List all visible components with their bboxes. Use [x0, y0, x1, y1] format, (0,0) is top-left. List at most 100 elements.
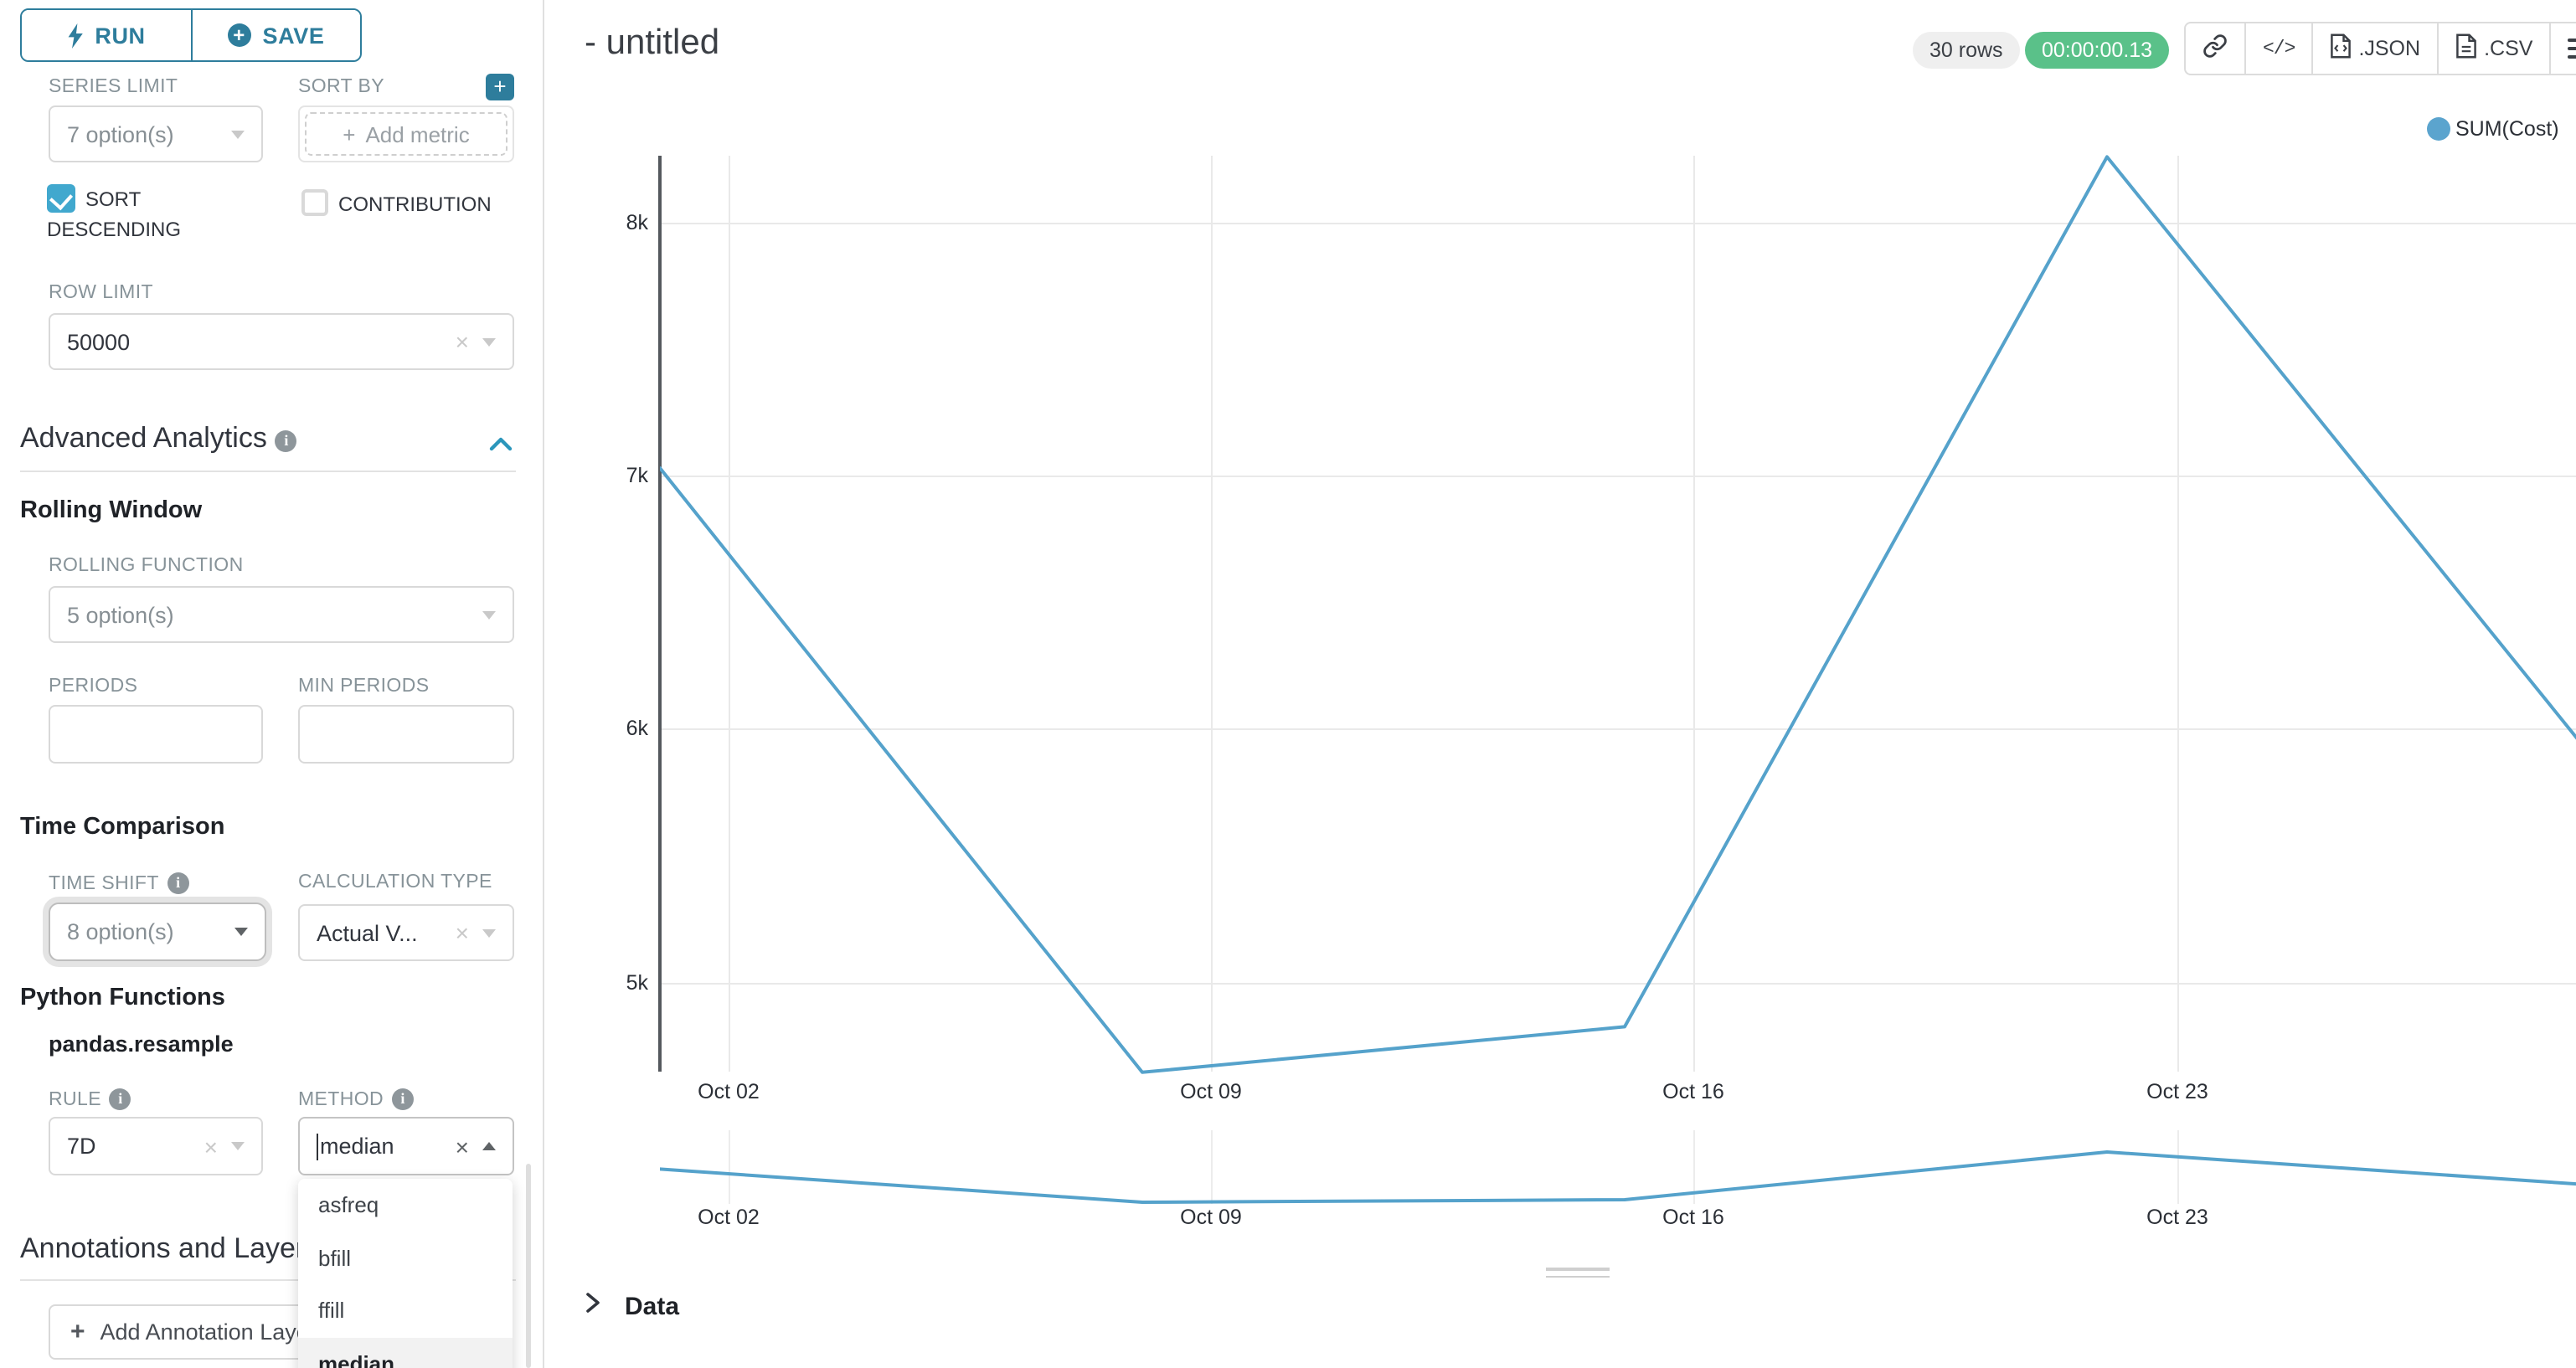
gridline-oct02: [729, 156, 730, 1072]
chevron-down-icon: [231, 1142, 245, 1150]
sidebar-scrollbar[interactable]: [526, 1164, 531, 1368]
x-tick-oct09: Oct 09: [1180, 1080, 1242, 1103]
row-limit-label: ROW LIMIT: [49, 283, 153, 303]
gridline-oct09: [1211, 156, 1213, 1072]
rolling-function-value: 5 option(s): [67, 602, 174, 627]
dropdown-option-ffill[interactable]: ffill: [318, 1298, 345, 1324]
y-tick-5k: 5k: [626, 971, 648, 995]
more-options-button[interactable]: [2549, 23, 2576, 74]
chevron-down-icon: [234, 928, 248, 936]
dropdown-option-asfreq[interactable]: asfreq: [318, 1192, 379, 1218]
rolling-window-heading: Rolling Window: [20, 497, 203, 524]
series-limit-label: SERIES LIMIT: [49, 77, 178, 97]
rolling-function-select[interactable]: 5 option(s): [49, 586, 514, 643]
python-functions-heading: Python Functions: [20, 985, 225, 1011]
y-tick-8k: 8k: [626, 211, 648, 234]
contribution-checkbox[interactable]: [301, 189, 328, 216]
time-shift-label: TIME SHIFT i: [49, 872, 189, 894]
periods-input[interactable]: [49, 705, 263, 764]
clear-icon[interactable]: ×: [204, 1133, 218, 1160]
dropdown-option-bfill[interactable]: bfill: [318, 1245, 352, 1271]
y-tick-6k: 6k: [626, 717, 648, 740]
run-button[interactable]: RUN: [22, 10, 190, 60]
add-metric-button[interactable]: + Add metric: [305, 112, 507, 156]
plus-icon: +: [343, 121, 356, 147]
data-panel-label: Data: [625, 1293, 680, 1321]
y-axis-line: [658, 156, 661, 1072]
advanced-analytics-heading: Advanced Analytics i: [20, 422, 297, 455]
info-icon[interactable]: i: [167, 872, 189, 894]
chevron-down-icon: [482, 610, 496, 619]
sort-by-metric-box: + Add metric: [298, 105, 514, 162]
method-label: METHOD i: [298, 1088, 415, 1110]
row-limit-select[interactable]: 50000 ×: [49, 313, 514, 370]
sort-descending-checkbox[interactable]: [47, 184, 75, 213]
gridline-8k: [660, 223, 2576, 224]
gridline-6k: [660, 728, 2576, 730]
series-limit-select[interactable]: 7 option(s): [49, 105, 263, 162]
calculation-type-select[interactable]: Actual V... ×: [298, 904, 514, 961]
add-sort-metric-button[interactable]: +: [486, 74, 514, 100]
chart-area: - untitled 30 rows 00:00:00.13 </> .JSON: [544, 0, 2576, 1368]
query-timer-badge: 00:00:00.13: [2025, 32, 2170, 69]
chevron-down-icon: [482, 337, 496, 346]
collapse-section-chevron-up-icon[interactable]: [489, 430, 513, 460]
min-periods-label: MIN PERIODS: [298, 676, 430, 697]
dropdown-option-median[interactable]: median: [298, 1337, 513, 1368]
min-periods-input[interactable]: [298, 705, 514, 764]
chart-actions-group: </> .JSON .CSV: [2184, 22, 2576, 75]
lightning-icon: [66, 23, 83, 48]
gridline-oct16: [1693, 156, 1695, 1072]
contribution-label: CONTRIBUTION: [338, 193, 492, 216]
info-icon[interactable]: i: [109, 1088, 131, 1110]
row-count-badge: 30 rows: [1913, 32, 2020, 69]
annotations-heading: Annotations and Layers: [20, 1232, 320, 1264]
csv-button-label: .CSV: [2484, 37, 2533, 60]
legend-dot: [2427, 117, 2450, 141]
minimap-x-tick-oct02: Oct 02: [698, 1206, 760, 1229]
minimap-tick: [1693, 1130, 1695, 1204]
method-combobox[interactable]: median ×: [298, 1117, 514, 1175]
panel-resize-handle[interactable]: [1546, 1268, 1610, 1281]
chart-title[interactable]: - untitled: [585, 23, 720, 62]
section-divider: [20, 1279, 516, 1281]
section-divider: [20, 471, 516, 472]
legend-label: SUM(Cost): [2455, 117, 2559, 141]
minimap-tick: [2177, 1130, 2179, 1204]
code-icon: </>: [2263, 38, 2295, 59]
calculation-type-value: Actual V...: [317, 920, 418, 945]
series-limit-value: 7 option(s): [67, 121, 174, 147]
calculation-type-label: CALCULATION TYPE: [298, 872, 492, 892]
series-line-sum-cost: [660, 155, 2576, 1074]
copy-link-button[interactable]: [2186, 23, 2244, 74]
export-json-button[interactable]: .JSON: [2311, 23, 2437, 74]
plus-icon: +: [70, 1318, 85, 1346]
json-button-label: .JSON: [2358, 37, 2421, 60]
chevron-down-icon: [231, 130, 245, 138]
clear-icon[interactable]: ×: [455, 1133, 469, 1160]
rule-select[interactable]: 7D ×: [49, 1117, 263, 1175]
row-limit-value: 50000: [67, 329, 131, 354]
contribution-control: CONTRIBUTION: [301, 189, 536, 219]
json-file-icon: [2330, 33, 2352, 64]
data-panel-header[interactable]: Data: [585, 1289, 679, 1324]
time-shift-select[interactable]: 8 option(s): [49, 903, 266, 961]
run-save-button-group: RUN + SAVE: [20, 8, 362, 62]
line-chart-svg: [660, 155, 2576, 1204]
pandas-resample-label: pandas.resample: [49, 1031, 234, 1057]
clear-icon[interactable]: ×: [455, 328, 469, 355]
sort-descending-label: SORT DESCENDING: [47, 188, 182, 241]
minimap-tick: [1211, 1130, 1213, 1204]
save-button[interactable]: + SAVE: [190, 10, 360, 60]
info-icon[interactable]: i: [392, 1088, 415, 1110]
export-csv-button[interactable]: .CSV: [2437, 23, 2549, 74]
legend-item-sum-cost[interactable]: SUM(Cost): [2427, 117, 2559, 141]
info-icon[interactable]: i: [275, 430, 297, 452]
embed-code-button[interactable]: </>: [2244, 23, 2311, 74]
gridline-5k: [660, 983, 2576, 985]
gridline-oct23: [2177, 156, 2179, 1072]
x-tick-oct02: Oct 02: [698, 1080, 760, 1103]
rule-value: 7D: [67, 1134, 96, 1159]
clear-icon[interactable]: ×: [455, 919, 469, 946]
